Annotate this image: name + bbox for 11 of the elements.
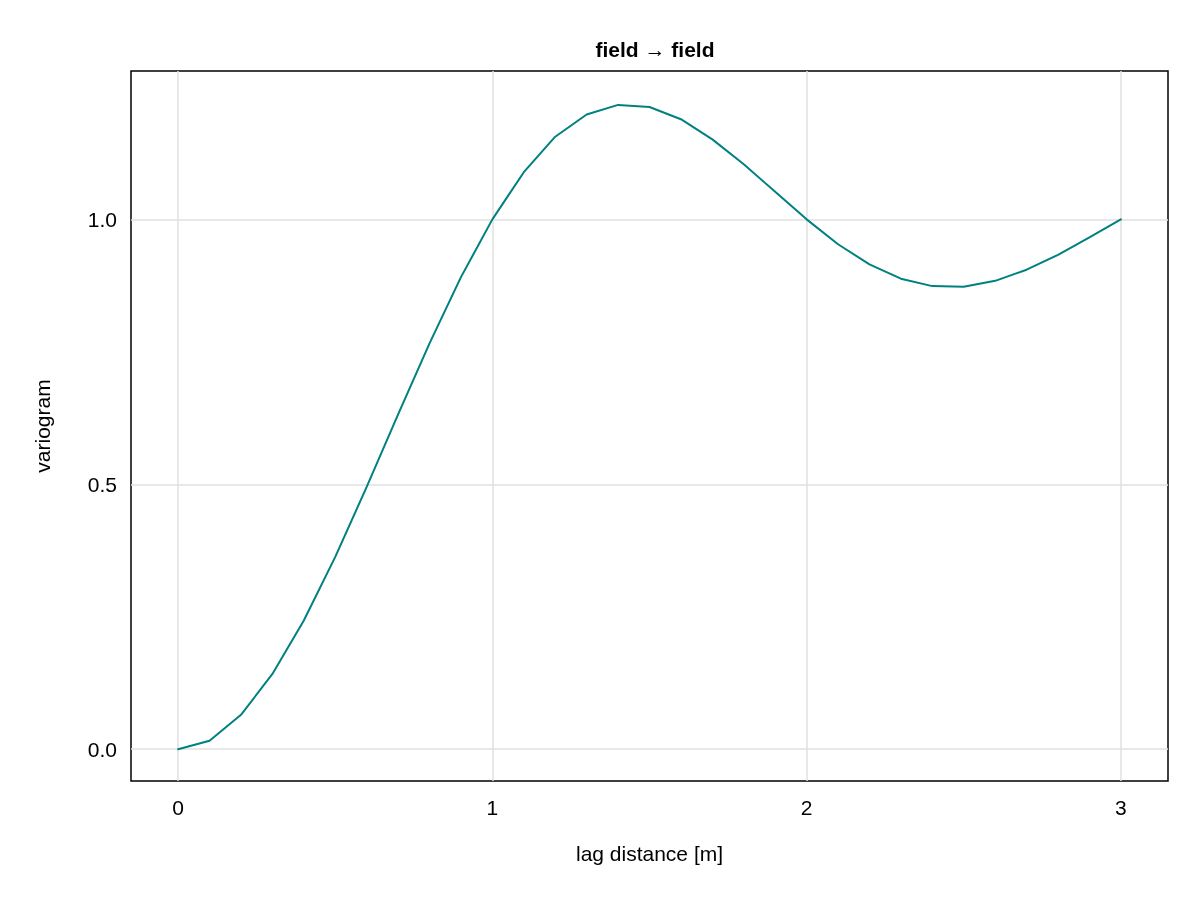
x-tick-label: 1 (486, 796, 499, 819)
y-tick-label: 0.0 (87, 737, 117, 761)
y-tick-label: 1.0 (87, 207, 117, 231)
x-tick-label: 0 (172, 796, 184, 819)
x-tick-label: 2 (800, 796, 813, 819)
line-series (177, 103, 1122, 751)
x-axis-title: lag distance [m] (575, 842, 724, 865)
x-tick-label: 3 (1115, 796, 1127, 819)
y-tick-label: 0.5 (87, 472, 117, 496)
chart-title: field → field (595, 38, 715, 61)
y-axis-title: variogram (31, 379, 54, 473)
